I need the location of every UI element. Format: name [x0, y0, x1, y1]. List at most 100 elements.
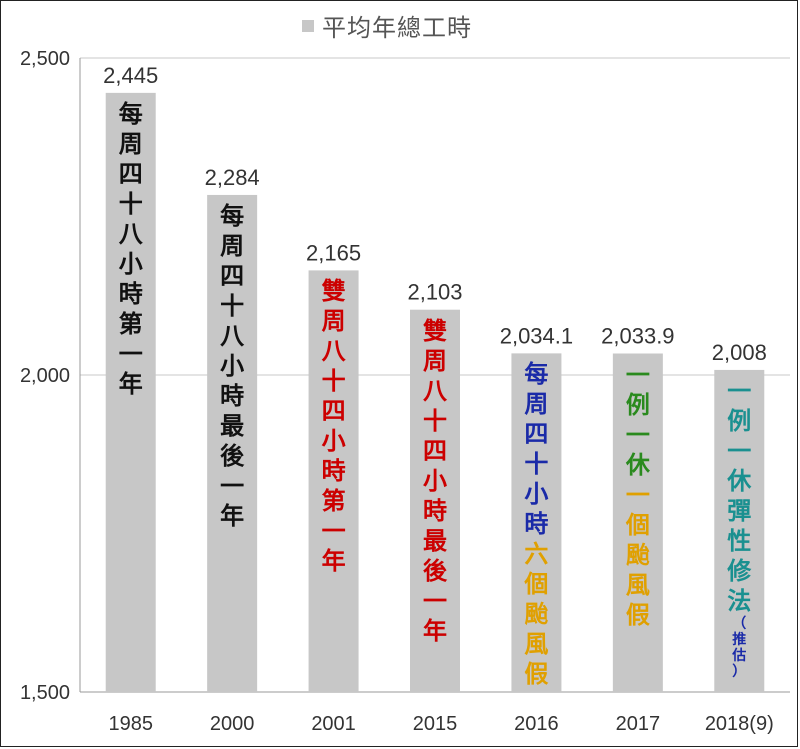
annotation-char: 周 — [524, 390, 549, 419]
bar-annotation: 每周四十小時六個颱風假 — [516, 359, 556, 689]
bar-annotation: 雙周八十四小時最後一年 — [415, 316, 455, 646]
annotation-char: 一 — [118, 339, 143, 368]
annotation-char: 一 — [727, 376, 752, 405]
annotation-char: 十 — [220, 291, 245, 320]
annotation-char: 小 — [220, 351, 245, 380]
bar — [511, 353, 562, 692]
annotation-line: 每周四十八小時第一年 — [119, 99, 143, 399]
bar — [410, 309, 460, 692]
annotation-char: 每 — [220, 201, 245, 230]
data-label: 2,034.1 — [500, 323, 573, 348]
annotation-char: 一 — [423, 586, 447, 615]
annotation-char: 年 — [220, 501, 245, 530]
annotation-line: 每周四十小時 — [524, 359, 548, 539]
annotation-char: 小 — [423, 466, 447, 495]
annotation-char: 周 — [118, 129, 143, 158]
annotation-char: 一 — [220, 471, 245, 500]
bar-annotation: 一例一休彈性修法（推估） — [719, 376, 759, 680]
annotation-char: 第 — [321, 487, 346, 516]
annotation-char: 第 — [118, 309, 143, 338]
annotation-char: 颱 — [524, 600, 549, 629]
annotation-line: （推估） — [732, 616, 746, 680]
annotation-char: 八 — [321, 337, 346, 366]
bar-annotation: 每周四十八小時最後一年 — [212, 201, 252, 531]
x-tick-label: 2018(9) — [705, 713, 774, 735]
annotation-char: 修 — [727, 556, 752, 585]
y-tick-label: 2,500 — [20, 48, 70, 70]
x-tick-label: 2017 — [616, 713, 661, 735]
annotation-char: 八 — [220, 321, 245, 350]
annotation-char: 一 — [321, 517, 346, 546]
annotation-line: 雙周八十四小時最後一年 — [423, 316, 447, 646]
annotation-char: 假 — [625, 600, 650, 629]
annotation-char: 法 — [727, 586, 752, 615]
annotation-char: 四 — [118, 159, 143, 188]
annotation-char: 年 — [321, 547, 346, 576]
annotation-char: 雙 — [321, 277, 346, 306]
annotation-char: 十 — [423, 406, 447, 435]
annotation-char: 一 — [625, 480, 650, 509]
x-tick-label: 2015 — [413, 713, 458, 735]
legend-label: 平均年總工時 — [322, 14, 472, 42]
annotation-char: 八 — [118, 219, 143, 248]
y-tick-label: 2,000 — [20, 365, 70, 387]
annotation-char: 性 — [727, 526, 752, 555]
annotation-line: 六個颱風假 — [524, 539, 548, 689]
annotation-char: 休 — [625, 450, 650, 479]
annotation-char: 四 — [524, 420, 549, 449]
annotation-char: 每 — [524, 360, 549, 389]
bar — [714, 369, 765, 692]
annotation-char: 周 — [220, 231, 245, 260]
annotation-char: 最 — [220, 411, 245, 440]
legend-swatch — [302, 19, 314, 32]
data-label: 2,284 — [205, 165, 260, 190]
annotation-char: 雙 — [423, 316, 447, 345]
annotation-char: 假 — [524, 660, 549, 689]
bar-annotation: 雙周八十四小時第一年 — [314, 276, 354, 576]
x-tick-label: 2016 — [514, 713, 559, 735]
annotation-char: 個 — [625, 510, 650, 539]
annotation-char: 風 — [524, 630, 549, 659]
annotation-line: 一例一休彈性修法 — [727, 376, 751, 616]
annotation-char: 後 — [423, 556, 447, 585]
annotation-char: 彈 — [727, 496, 752, 525]
annotation-char: （ — [732, 615, 747, 632]
y-tick-label: 1,500 — [20, 682, 70, 704]
legend: 平均年總工時 — [302, 8, 472, 43]
annotation-char: 時 — [423, 496, 447, 525]
annotation-char: 一 — [727, 436, 752, 465]
annotation-char: 四 — [220, 261, 245, 290]
data-label: 2,008 — [712, 340, 767, 365]
annotation-char: 每 — [118, 99, 143, 128]
annotation-char: 休 — [727, 466, 752, 495]
annotation-line: 一個颱風假 — [626, 480, 650, 630]
data-label: 2,165 — [306, 240, 361, 265]
annotation-char: 颱 — [625, 540, 650, 569]
bar-annotation: 一例一休一個颱風假 — [618, 360, 658, 630]
annotation-char: 年 — [423, 616, 447, 645]
annotation-char: 時 — [118, 279, 143, 308]
annotation-char: 小 — [524, 480, 549, 509]
bar — [612, 353, 663, 692]
annotation-line: 雙周八十四小時第一年 — [322, 276, 346, 576]
annotation-char: ） — [732, 663, 747, 680]
annotation-char: 一 — [625, 360, 650, 389]
data-label: 2,033.9 — [601, 324, 674, 349]
annotation-line: 每周四十八小時最後一年 — [220, 201, 244, 531]
annotation-char: 十 — [524, 450, 549, 479]
annotation-char: 例 — [625, 390, 650, 419]
annotation-char: 年 — [118, 369, 143, 398]
annotation-char: 後 — [220, 441, 245, 470]
bar-annotation: 每周四十八小時第一年 — [111, 99, 151, 399]
annotation-char: 估 — [732, 647, 747, 664]
data-label: 2,103 — [407, 280, 462, 305]
annotation-char: 六 — [524, 540, 549, 569]
annotation-char: 四 — [321, 397, 346, 426]
data-label: 2,445 — [103, 63, 158, 88]
annotation-char: 最 — [423, 526, 447, 555]
annotation-char: 周 — [321, 307, 346, 336]
annotation-char: 時 — [321, 457, 346, 486]
annotation-char: 一 — [625, 420, 650, 449]
